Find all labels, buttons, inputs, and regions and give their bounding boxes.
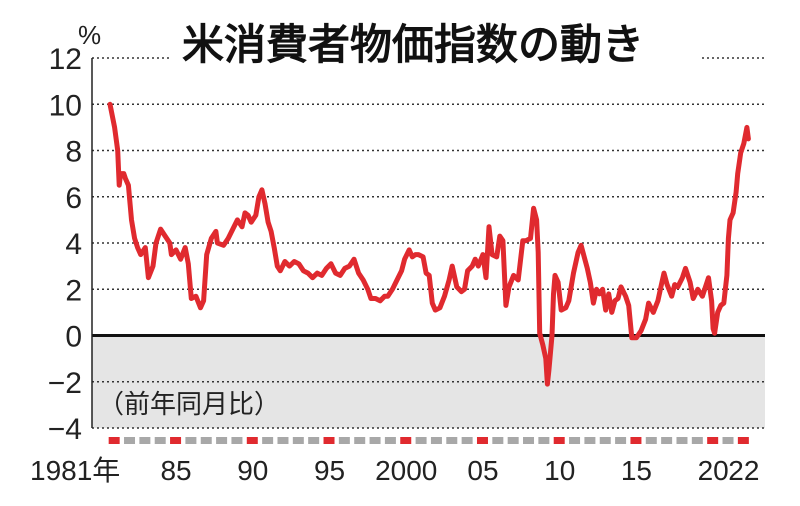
- y-tick-label: −2: [48, 367, 82, 400]
- year-marker: [262, 437, 274, 444]
- year-marker: [569, 437, 581, 444]
- x-tick-label: 95: [314, 455, 345, 486]
- year-marker: [676, 437, 688, 444]
- year-marker: [615, 437, 627, 444]
- year-marker: [400, 437, 412, 444]
- cpi-series-line: [107, 101, 751, 387]
- year-marker: [645, 437, 657, 444]
- year-marker: [507, 437, 519, 444]
- year-marker: [523, 437, 535, 444]
- y-tick-label: 12: [49, 43, 82, 76]
- x-tick-label: 20: [698, 455, 729, 486]
- year-marker: [108, 437, 120, 444]
- x-tick-label: 15: [621, 455, 652, 486]
- year-marker: [630, 437, 642, 444]
- y-tick-label: 8: [65, 136, 82, 169]
- year-marker: [139, 437, 151, 444]
- year-marker: [246, 437, 258, 444]
- year-marker: [722, 437, 734, 444]
- year-marker: [599, 437, 611, 444]
- year-marker: [154, 437, 166, 444]
- year-marker: [691, 437, 703, 444]
- x-tick-label: 1981年: [30, 455, 120, 486]
- year-marker: [461, 437, 473, 444]
- year-marker: [430, 437, 442, 444]
- year-marker: [124, 437, 136, 444]
- x-tick-label: 22: [728, 455, 759, 486]
- year-marker: [338, 437, 350, 444]
- year-marker: [492, 437, 504, 444]
- year-marker: [308, 437, 320, 444]
- year-marker: [476, 437, 488, 444]
- y-tick-labels: 12 10 8 6 4 2 0 −2 −4: [48, 43, 82, 446]
- x-tick-label: 10: [544, 455, 575, 486]
- year-marker: [170, 437, 182, 444]
- x-tick-label: 05: [467, 455, 498, 486]
- y-tick-label: 0: [65, 321, 82, 354]
- year-marker: [446, 437, 458, 444]
- year-marker: [661, 437, 673, 444]
- chart-title: 米消費者物価指数の動き: [182, 20, 644, 69]
- y-tick-label: 2: [65, 274, 82, 307]
- y-tick-label: 4: [65, 228, 82, 261]
- y-tick-label: −4: [48, 413, 82, 446]
- year-marker: [354, 437, 366, 444]
- year-marker: [323, 437, 335, 444]
- x-tick-labels: 1981年 85 90 95 2000 05 10 15 20 22: [30, 455, 759, 486]
- year-marker: [415, 437, 427, 444]
- year-marker: [369, 437, 381, 444]
- x-tick-label: 85: [160, 455, 191, 486]
- title-background: [170, 18, 700, 76]
- year-marker: [737, 437, 749, 444]
- unit-label: %: [78, 20, 101, 50]
- x-tick-label: 90: [237, 455, 268, 486]
- y-tick-label: 6: [65, 182, 82, 215]
- year-marker: [707, 437, 719, 444]
- year-marker: [538, 437, 550, 444]
- year-marker: [584, 437, 596, 444]
- year-marker: [200, 437, 212, 444]
- x-axis-year-markers: [108, 437, 749, 444]
- year-marker: [292, 437, 304, 444]
- year-marker: [231, 437, 243, 444]
- year-marker: [216, 437, 228, 444]
- year-marker: [553, 437, 565, 444]
- y-tick-label: 10: [49, 89, 82, 122]
- chart-note: （前年同月比）: [98, 390, 280, 420]
- year-marker: [185, 437, 197, 444]
- x-tick-label: 2000: [375, 455, 437, 486]
- year-marker: [277, 437, 289, 444]
- year-marker: [384, 437, 396, 444]
